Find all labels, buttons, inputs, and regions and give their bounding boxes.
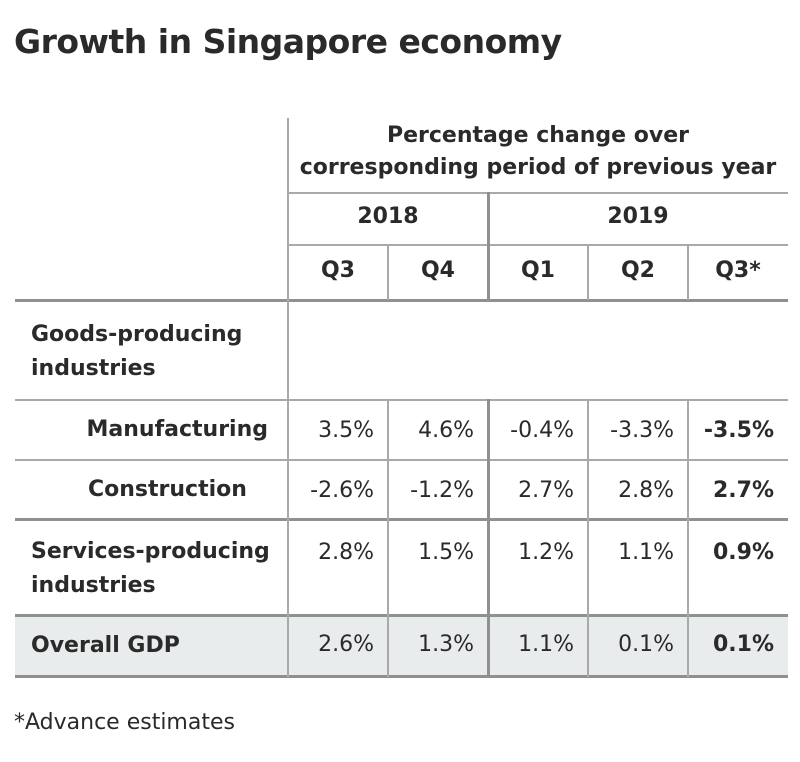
- rule: [15, 675, 788, 678]
- column-header: Q1: [520, 258, 555, 283]
- group-line-2: industries: [31, 356, 156, 381]
- group-label-goods: Goods-producing industries: [31, 318, 242, 386]
- rule: [15, 614, 788, 617]
- table-cell: 0.1%: [618, 632, 674, 657]
- table-cell: -2.6%: [310, 478, 374, 503]
- rule: [387, 399, 389, 677]
- table-cell: 2.7%: [712, 478, 774, 503]
- group-line-1: Goods-producing: [31, 322, 243, 347]
- overall-gdp-highlight: [15, 615, 788, 676]
- rule: [15, 459, 788, 461]
- rule: [587, 244, 589, 300]
- table-cell: -1.2%: [410, 478, 474, 503]
- column-header: Q3*: [715, 258, 761, 283]
- year-2019: 2019: [607, 204, 669, 229]
- rule: [487, 192, 490, 300]
- table-cell: 1.5%: [418, 540, 474, 565]
- services-line-2: industries: [31, 573, 156, 598]
- rule: [387, 244, 389, 300]
- table-cell: 1.3%: [418, 632, 474, 657]
- table-cell: -3.3%: [610, 418, 674, 443]
- rule: [687, 244, 689, 300]
- row-label-manufacturing: Manufacturing: [86, 417, 269, 442]
- table-cell: 4.6%: [418, 418, 474, 443]
- rule: [15, 399, 788, 401]
- table-cell: 2.8%: [318, 540, 374, 565]
- table-cell: 1.2%: [518, 540, 574, 565]
- rule: [287, 118, 289, 677]
- rule: [288, 192, 788, 194]
- year-2018: 2018: [357, 204, 419, 229]
- row-label-overall-gdp: Overall GDP: [31, 633, 180, 658]
- row-label-construction: Construction: [88, 477, 247, 502]
- table-cell: 1.1%: [518, 632, 574, 657]
- rule: [487, 399, 490, 677]
- row-label-services: Services-producing industries: [31, 535, 270, 603]
- column-header: Q2: [620, 258, 655, 283]
- rule: [288, 244, 788, 246]
- rule: [587, 399, 589, 677]
- header-line-2: corresponding period of previous year: [299, 155, 777, 180]
- table-cell: 0.1%: [712, 632, 774, 657]
- table-cell: 0.9%: [712, 540, 774, 565]
- rule: [15, 518, 788, 521]
- header-line-1: Percentage change over: [387, 123, 689, 148]
- header-caption: Percentage change over corresponding per…: [288, 120, 788, 184]
- rule: [15, 299, 788, 302]
- chart-title: Growth in Singapore economy: [14, 22, 562, 61]
- column-header: Q3: [320, 258, 355, 283]
- table-cell: 1.1%: [618, 540, 674, 565]
- services-line-1: Services-producing: [31, 539, 270, 564]
- footnote: *Advance estimates: [14, 710, 235, 735]
- table-cell: -3.5%: [703, 418, 774, 443]
- table-cell: 2.7%: [518, 478, 574, 503]
- rule: [687, 399, 689, 677]
- table-cell: 3.5%: [318, 418, 374, 443]
- table-cell: 2.8%: [618, 478, 674, 503]
- table-cell: -0.4%: [510, 418, 574, 443]
- column-header: Q4: [420, 258, 455, 283]
- table-cell: 2.6%: [318, 632, 374, 657]
